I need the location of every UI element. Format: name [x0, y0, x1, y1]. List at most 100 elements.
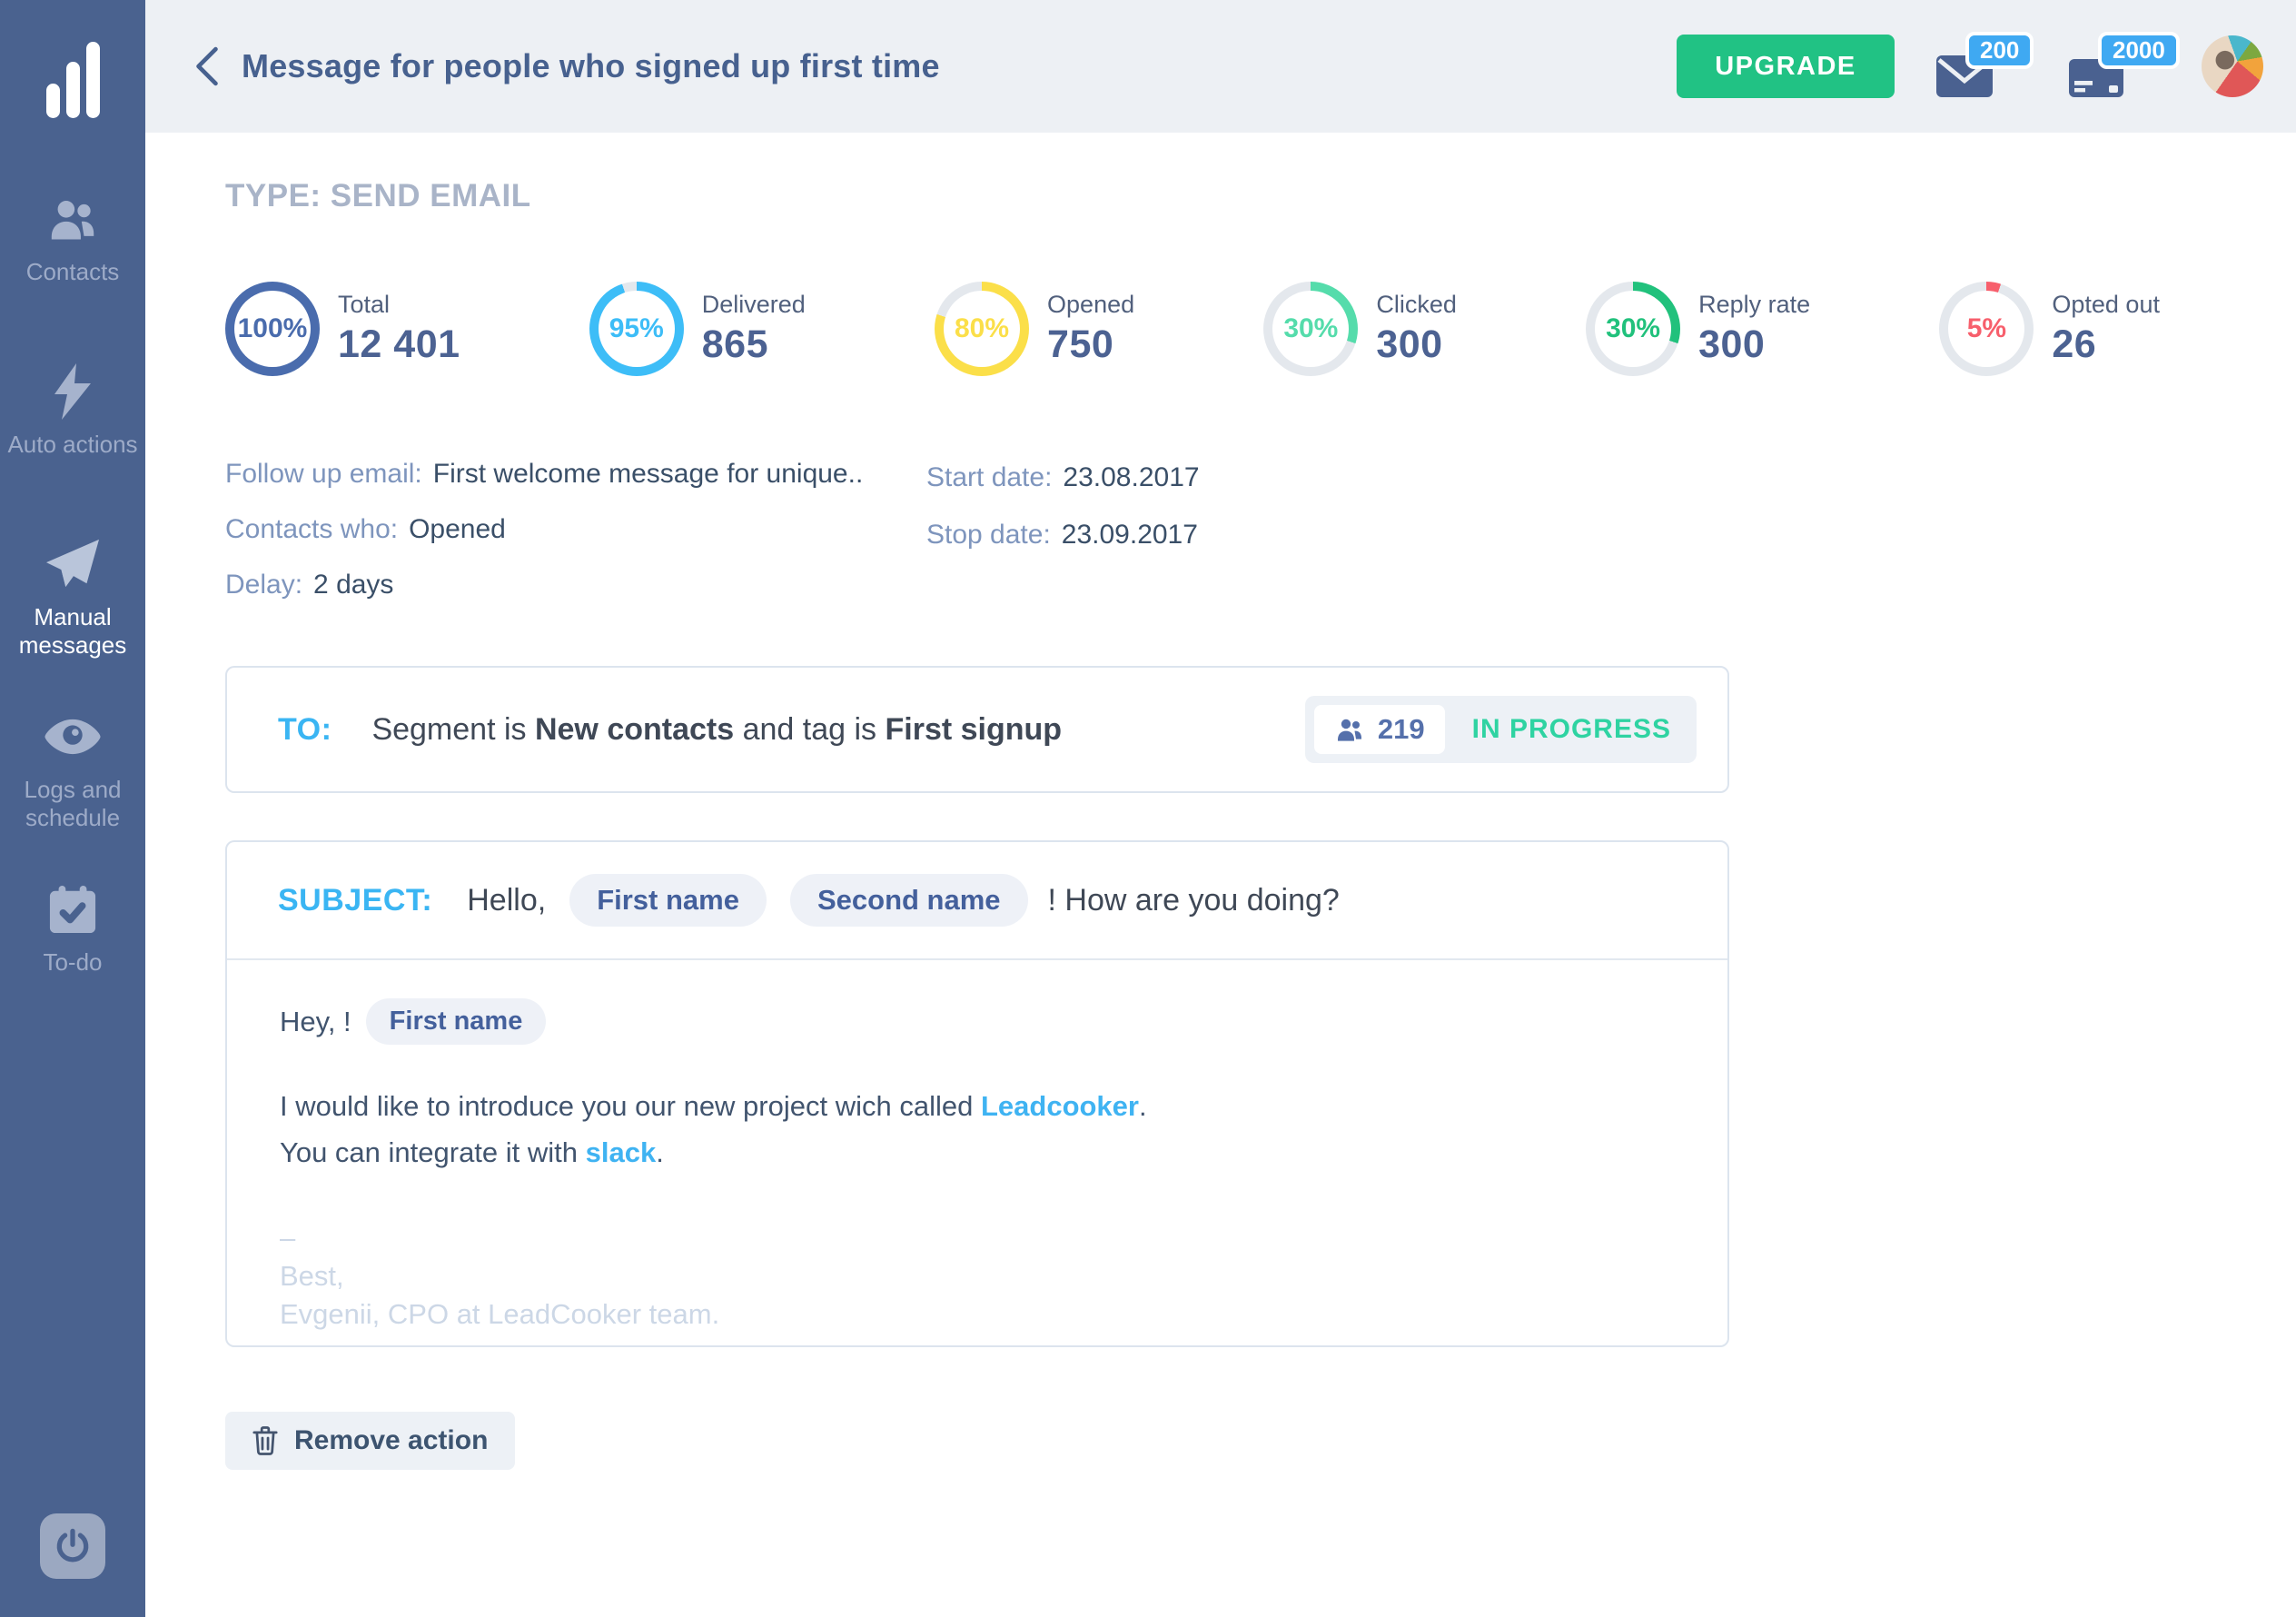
sidebar-item-logs-schedule[interactable]: Logs and schedule: [0, 681, 145, 854]
stat-count: 26: [2052, 322, 2097, 366]
stat-reply-rate: 30% Reply rate 300: [1586, 282, 1810, 376]
stat-count: 750: [1047, 322, 1114, 366]
greeting-row: Hey, ! First name: [280, 998, 1675, 1045]
body-text: You can integrate it with: [280, 1136, 586, 1168]
sidebar-item-auto-actions[interactable]: Auto actions: [0, 336, 145, 509]
sidebar-item-todo[interactable]: To-do: [0, 854, 145, 1027]
recipients-status-badge: 219 IN PROGRESS: [1304, 696, 1697, 763]
subject-text: ! How are you doing?: [1047, 882, 1340, 918]
donut-ring: 80%: [935, 282, 1030, 376]
email-signature: – Best, Evgenii, CPO at LeadCooker team.: [280, 1219, 1675, 1334]
stat-opened: 80% Opened 750: [935, 282, 1134, 376]
detail-followup: Follow up email: First welcome message f…: [225, 456, 863, 492]
subject-label: SUBJECT:: [278, 882, 433, 918]
detail-label: Start date:: [926, 462, 1053, 492]
donut-ring: 30%: [1263, 282, 1359, 376]
body-paragraph: I would like to introduce you our new pr…: [280, 1083, 1675, 1176]
main-content: TYPE: SEND EMAIL 100% Total 12 401 95% De…: [145, 133, 2296, 1617]
merge-tag-first-name[interactable]: First name: [365, 998, 547, 1045]
stat-count: 300: [1376, 322, 1443, 366]
sidebar-item-label: Logs and schedule: [24, 776, 122, 831]
top-header: Message for people who signed up first t…: [145, 0, 2296, 133]
stat-count: 300: [1698, 322, 1766, 366]
stat-percent: 100%: [237, 313, 308, 343]
sidebar-item-contacts[interactable]: Contacts: [0, 164, 145, 336]
status-in-progress: IN PROGRESS: [1471, 714, 1671, 744]
stat-clicked: 30% Clicked 300: [1263, 282, 1457, 376]
stat-label: Opened: [1047, 291, 1135, 318]
stat-opted-out: 5% Opted out 26: [1939, 282, 2160, 376]
email-body[interactable]: Hey, ! First name I would like to introd…: [227, 960, 1727, 1372]
merge-tag-first-name[interactable]: First name: [569, 874, 767, 927]
leadcooker-link[interactable]: Leadcooker: [980, 1090, 1139, 1122]
remove-action-button[interactable]: Remove action: [225, 1412, 516, 1470]
stat-count: 865: [701, 322, 768, 366]
sidebar-item-label: Manual messages: [18, 603, 127, 659]
people-icon: [1337, 719, 1361, 741]
contacts-icon: [46, 189, 99, 249]
subject-text: Hello,: [467, 882, 547, 918]
card-credits-badge: 2000: [2098, 32, 2180, 69]
power-icon: [56, 1528, 89, 1562]
detail-label: Follow up email:: [225, 459, 422, 489]
sidebar-item-label: Contacts: [25, 258, 120, 285]
back-button[interactable]: [189, 46, 225, 86]
page-title: Message for people who signed up first t…: [242, 47, 940, 84]
action-details: Follow up email: First welcome message f…: [225, 456, 863, 622]
leadcooker-logo-icon[interactable]: [0, 0, 145, 118]
paper-plane-icon: [45, 534, 101, 594]
header-actions: UPGRADE 200 2000: [1677, 32, 2263, 101]
user-avatar[interactable]: [2202, 35, 2263, 97]
detail-value: 23.09.2017: [1061, 520, 1198, 550]
signature-line: –: [280, 1222, 296, 1254]
detail-start-date: Start date: 23.08.2017: [926, 460, 1200, 496]
logout-button[interactable]: [40, 1513, 105, 1579]
to-segment-tag-name: First signup: [885, 711, 1063, 747]
donut-ring: 30%: [1586, 282, 1681, 376]
to-segment: Segment is: [371, 711, 535, 747]
to-segment-text: Segment is New contacts and tag is First…: [371, 712, 1062, 748]
stat-percent: 30%: [1606, 313, 1661, 343]
recipients-count-chip[interactable]: 219: [1313, 705, 1445, 754]
merge-tag-second-name[interactable]: Second name: [789, 874, 1028, 927]
sidebar-item-label: To-do: [43, 948, 103, 976]
detail-label: Contacts who:: [225, 514, 399, 544]
upgrade-button[interactable]: UPGRADE: [1677, 35, 1895, 98]
signature-line: Evgenii, CPO at LeadCooker team.: [280, 1298, 720, 1330]
email-card: SUBJECT: Hello, First name Second name !…: [225, 840, 1729, 1347]
to-label: TO:: [278, 711, 332, 747]
eye-icon: [43, 707, 103, 767]
signature-line: Best,: [280, 1260, 344, 1292]
sidebar: Contacts Auto actions Manual messages Lo…: [0, 0, 145, 1617]
body-text: .: [1138, 1090, 1147, 1122]
detail-value: 2 days: [313, 570, 394, 600]
stat-delivered: 95% Delivered 865: [589, 282, 806, 376]
stat-percent: 30%: [1283, 313, 1339, 343]
greeting-text: Hey, !: [280, 1005, 351, 1037]
stat-percent: 80%: [955, 313, 1010, 343]
type-heading: TYPE: SEND EMAIL: [225, 178, 531, 213]
to-segment: and tag is: [734, 711, 886, 747]
to-card: TO: Segment is New contacts and tag is F…: [225, 666, 1729, 793]
recipients-count: 219: [1377, 713, 1425, 745]
stat-percent: 5%: [1966, 313, 2007, 343]
card-credits[interactable]: 2000: [2069, 32, 2180, 101]
sidebar-item-manual-messages[interactable]: Manual messages: [0, 509, 145, 681]
slack-link[interactable]: slack: [585, 1136, 657, 1168]
lightning-icon: [53, 362, 93, 422]
sidebar-item-label: Auto actions: [7, 431, 138, 458]
email-credits[interactable]: 200: [1936, 32, 2034, 101]
detail-label: Delay:: [225, 570, 303, 600]
remove-action-label: Remove action: [294, 1425, 489, 1455]
stat-label: Reply rate: [1698, 291, 1811, 318]
sidebar-nav: Contacts Auto actions Manual messages Lo…: [0, 164, 145, 1027]
stat-label: Delivered: [701, 291, 806, 318]
body-text: I would like to introduce you our new pr…: [280, 1090, 981, 1122]
detail-contacts-who: Contacts who: Opened: [225, 511, 863, 548]
stat-total: 100% Total 12 401: [225, 282, 460, 376]
email-credits-badge: 200: [1965, 32, 2034, 69]
donut-ring: 95%: [589, 282, 684, 376]
detail-delay: Delay: 2 days: [225, 567, 863, 603]
subject-row[interactable]: SUBJECT: Hello, First name Second name !…: [227, 842, 1727, 960]
